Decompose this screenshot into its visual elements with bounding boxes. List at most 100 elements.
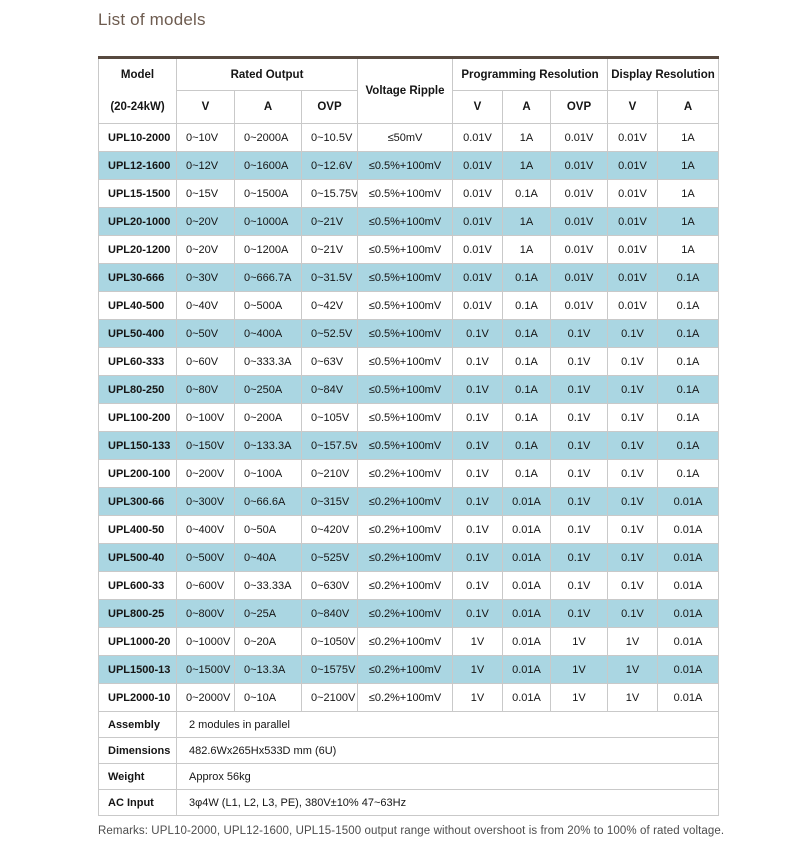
col-header-programming-resolution: Programming Resolution bbox=[452, 57, 608, 91]
models-spec-table: Model (20-24kW) Rated Output Voltage Rip… bbox=[98, 56, 719, 816]
cell-voltage-ripple: ≤0.5%+100mV bbox=[357, 431, 453, 460]
cell-prog-ovp: 0.1V bbox=[550, 319, 608, 348]
cell-rated-a: 0~13.3A bbox=[234, 655, 302, 684]
table-row: UPL10-2000 0~10V 0~2000A 0~10.5V ≤50mV 0… bbox=[98, 123, 719, 152]
cell-rated-a: 0~1500A bbox=[234, 179, 302, 208]
spec-label: Dimensions bbox=[98, 737, 177, 764]
cell-voltage-ripple: ≤0.5%+100mV bbox=[357, 151, 453, 180]
cell-rated-a: 0~10A bbox=[234, 683, 302, 712]
col-header-rated-a: A bbox=[234, 90, 302, 124]
cell-disp-a: 0.01A bbox=[657, 515, 719, 544]
cell-prog-a: 0.1A bbox=[502, 431, 551, 460]
cell-model: UPL1000-20 bbox=[98, 627, 177, 656]
cell-voltage-ripple: ≤0.2%+100mV bbox=[357, 655, 453, 684]
table-row: UPL400-50 0~400V 0~50A 0~420V ≤0.2%+100m… bbox=[98, 515, 719, 544]
cell-voltage-ripple: ≤0.2%+100mV bbox=[357, 627, 453, 656]
col-header-prog-v: V bbox=[452, 90, 503, 124]
cell-rated-ovp: 0~630V bbox=[301, 571, 358, 600]
table-row: UPL100-200 0~100V 0~200A 0~105V ≤0.5%+10… bbox=[98, 403, 719, 432]
cell-prog-v: 0.1V bbox=[452, 571, 503, 600]
cell-rated-ovp: 0~210V bbox=[301, 459, 358, 488]
cell-prog-ovp: 0.1V bbox=[550, 403, 608, 432]
table-spec-footer: Assembly 2 modules in parallel Dimension… bbox=[98, 711, 719, 816]
cell-voltage-ripple: ≤0.2%+100mV bbox=[357, 515, 453, 544]
cell-disp-a: 0.01A bbox=[657, 599, 719, 628]
cell-disp-a: 1A bbox=[657, 207, 719, 236]
cell-rated-a: 0~1000A bbox=[234, 207, 302, 236]
cell-rated-v: 0~12V bbox=[176, 151, 235, 180]
cell-rated-v: 0~200V bbox=[176, 459, 235, 488]
cell-prog-ovp: 0.1V bbox=[550, 459, 608, 488]
cell-prog-a: 0.01A bbox=[502, 543, 551, 572]
cell-prog-ovp: 0.01V bbox=[550, 263, 608, 292]
cell-rated-ovp: 0~420V bbox=[301, 515, 358, 544]
table-header: Model (20-24kW) Rated Output Voltage Rip… bbox=[98, 57, 719, 124]
cell-model: UPL200-100 bbox=[98, 459, 177, 488]
spec-label: Weight bbox=[98, 763, 177, 790]
col-header-rated-output: Rated Output bbox=[176, 57, 358, 91]
col-header-disp-v: V bbox=[607, 90, 658, 124]
cell-disp-a: 0.01A bbox=[657, 487, 719, 516]
cell-prog-v: 0.01V bbox=[452, 123, 503, 152]
cell-disp-v: 1V bbox=[607, 683, 658, 712]
cell-prog-v: 0.1V bbox=[452, 347, 503, 376]
cell-rated-ovp: 0~12.6V bbox=[301, 151, 358, 180]
cell-prog-a: 0.01A bbox=[502, 627, 551, 656]
table-row: UPL40-500 0~40V 0~500A 0~42V ≤0.5%+100mV… bbox=[98, 291, 719, 320]
cell-disp-a: 0.01A bbox=[657, 571, 719, 600]
cell-disp-a: 0.1A bbox=[657, 319, 719, 348]
cell-disp-a: 0.01A bbox=[657, 655, 719, 684]
cell-voltage-ripple: ≤0.5%+100mV bbox=[357, 403, 453, 432]
cell-rated-ovp: 0~840V bbox=[301, 599, 358, 628]
cell-prog-ovp: 0.01V bbox=[550, 151, 608, 180]
cell-prog-a: 0.01A bbox=[502, 683, 551, 712]
cell-disp-a: 0.01A bbox=[657, 683, 719, 712]
cell-prog-a: 0.01A bbox=[502, 599, 551, 628]
cell-rated-ovp: 0~1575V bbox=[301, 655, 358, 684]
table-row: UPL20-1000 0~20V 0~1000A 0~21V ≤0.5%+100… bbox=[98, 207, 719, 236]
cell-disp-v: 1V bbox=[607, 655, 658, 684]
cell-prog-ovp: 0.1V bbox=[550, 599, 608, 628]
spec-footer-row: Weight Approx 56kg bbox=[98, 763, 719, 790]
cell-rated-a: 0~50A bbox=[234, 515, 302, 544]
col-header-disp-a: A bbox=[657, 90, 719, 124]
cell-model: UPL400-50 bbox=[98, 515, 177, 544]
cell-voltage-ripple: ≤50mV bbox=[357, 123, 453, 152]
cell-disp-v: 0.1V bbox=[607, 347, 658, 376]
cell-prog-a: 0.1A bbox=[502, 347, 551, 376]
cell-rated-ovp: 0~15.75V bbox=[301, 179, 358, 208]
cell-prog-ovp: 0.1V bbox=[550, 543, 608, 572]
cell-prog-v: 0.01V bbox=[452, 291, 503, 320]
cell-prog-v: 0.1V bbox=[452, 459, 503, 488]
table-row: UPL200-100 0~200V 0~100A 0~210V ≤0.2%+10… bbox=[98, 459, 719, 488]
cell-rated-v: 0~1500V bbox=[176, 655, 235, 684]
cell-voltage-ripple: ≤0.2%+100mV bbox=[357, 571, 453, 600]
cell-prog-a: 1A bbox=[502, 207, 551, 236]
cell-rated-ovp: 0~31.5V bbox=[301, 263, 358, 292]
cell-rated-a: 0~250A bbox=[234, 375, 302, 404]
cell-prog-ovp: 0.01V bbox=[550, 207, 608, 236]
table-row: UPL500-40 0~500V 0~40A 0~525V ≤0.2%+100m… bbox=[98, 543, 719, 572]
cell-prog-a: 0.1A bbox=[502, 179, 551, 208]
cell-voltage-ripple: ≤0.5%+100mV bbox=[357, 375, 453, 404]
cell-prog-a: 0.1A bbox=[502, 459, 551, 488]
spec-value: Approx 56kg bbox=[176, 763, 719, 790]
cell-voltage-ripple: ≤0.5%+100mV bbox=[357, 207, 453, 236]
cell-disp-v: 0.1V bbox=[607, 431, 658, 460]
cell-prog-v: 0.01V bbox=[452, 151, 503, 180]
cell-disp-a: 1A bbox=[657, 179, 719, 208]
cell-model: UPL20-1000 bbox=[98, 207, 177, 236]
cell-prog-ovp: 0.1V bbox=[550, 571, 608, 600]
cell-rated-v: 0~20V bbox=[176, 207, 235, 236]
cell-rated-ovp: 0~84V bbox=[301, 375, 358, 404]
cell-disp-v: 0.01V bbox=[607, 207, 658, 236]
spec-footer-row: AC Input 3φ4W (L1, L2, L3, PE), 380V±10%… bbox=[98, 789, 719, 816]
cell-prog-a: 0.01A bbox=[502, 515, 551, 544]
cell-prog-v: 0.1V bbox=[452, 403, 503, 432]
cell-model: UPL150-133 bbox=[98, 431, 177, 460]
cell-rated-v: 0~150V bbox=[176, 431, 235, 460]
spec-value: 3φ4W (L1, L2, L3, PE), 380V±10% 47~63Hz bbox=[176, 789, 719, 816]
table-row: UPL300-66 0~300V 0~66.6A 0~315V ≤0.2%+10… bbox=[98, 487, 719, 516]
cell-rated-v: 0~800V bbox=[176, 599, 235, 628]
cell-disp-v: 0.01V bbox=[607, 151, 658, 180]
